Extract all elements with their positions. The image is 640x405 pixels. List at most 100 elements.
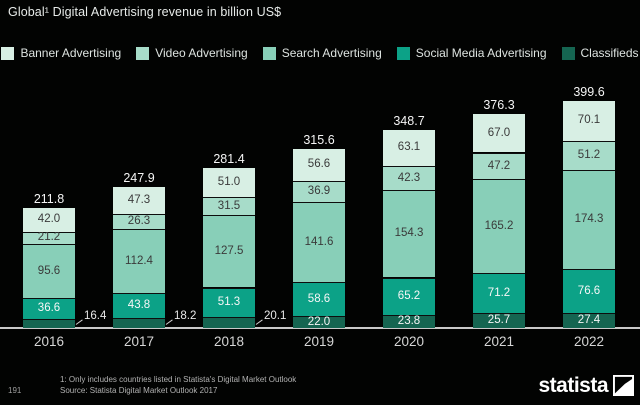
legend-label: Banner Advertising <box>20 46 122 60</box>
segment-value-outside: 16.4 <box>84 310 107 322</box>
bar-segment: 36.6 <box>23 297 75 319</box>
bar-segment: 141.6 <box>293 201 345 283</box>
bar-segment: 67.0 <box>473 114 525 153</box>
chart-title: Global¹ Digital Advertising revenue in b… <box>8 5 282 19</box>
segment-value: 174.3 <box>574 213 604 226</box>
bar-segment: 174.3 <box>563 170 615 269</box>
bar-segment: 22.0 <box>293 315 345 328</box>
segment-value: 63.1 <box>397 141 421 154</box>
x-axis-tick-label: 2022 <box>573 334 605 349</box>
statista-logo-icon <box>613 375 634 396</box>
x-axis-tick-label: 2018 <box>213 334 245 349</box>
bar-total-label: 247.9 <box>123 171 155 186</box>
segment-value: 51.0 <box>217 175 241 188</box>
legend-item-3: Search Advertising <box>262 46 382 60</box>
segment-value: 22.0 <box>307 315 331 328</box>
bar-segment: 47.2 <box>473 152 525 180</box>
bar-segment: 42.0 <box>23 207 75 232</box>
legend-swatch-icon <box>136 46 150 60</box>
legend-swatch-icon <box>1 46 15 60</box>
bar-total-label: 376.3 <box>483 98 515 113</box>
page-number: 191 <box>8 386 22 395</box>
segment-value: 51.3 <box>217 295 241 308</box>
segment-value: 25.7 <box>487 314 511 327</box>
segment-value: 42.0 <box>37 212 61 225</box>
legend-swatch-icon <box>262 46 276 60</box>
legend-swatch-icon <box>396 46 410 60</box>
statista-wordmark: statista <box>538 374 608 397</box>
bar-segment: 165.2 <box>473 179 525 274</box>
bar-segment: 63.1 <box>383 130 435 166</box>
bar-segment <box>113 317 165 328</box>
segment-value: 47.2 <box>487 159 511 172</box>
segment-value-outside: 20.1 <box>264 310 287 322</box>
bar-segment: 31.5 <box>203 197 255 216</box>
x-axis-tick-label: 2021 <box>483 334 515 349</box>
leader-line <box>75 319 83 325</box>
segment-value: 127.5 <box>214 245 244 258</box>
bar-segment: 51.0 <box>203 168 255 198</box>
legend-label: Video Advertising <box>155 46 248 60</box>
footnote-line-1: 1: Only includes countries listed in Sta… <box>60 375 297 384</box>
segment-value: 56.6 <box>307 158 331 171</box>
bar-segment: 36.9 <box>293 181 345 202</box>
segment-value: 95.6 <box>37 264 61 277</box>
segment-value: 47.3 <box>127 193 151 206</box>
legend-item-4: Social Media Advertising <box>396 46 547 60</box>
segment-value: 165.2 <box>484 219 514 232</box>
leader-line <box>255 319 263 325</box>
x-axis-tick-label: 2019 <box>303 334 335 349</box>
bar-segment: 25.7 <box>473 313 525 328</box>
statista-logo: statista <box>538 375 634 396</box>
bar-segment: 26.3 <box>113 214 165 229</box>
segment-value: 70.1 <box>577 114 601 127</box>
segment-value: 43.8 <box>127 298 151 311</box>
bar-segment: 70.1 <box>563 101 615 141</box>
segment-value: 71.2 <box>487 286 511 299</box>
legend-item-5: Classifieds <box>561 46 639 60</box>
x-axis-tick-label: 2020 <box>393 334 425 349</box>
x-axis-tick-label: 2016 <box>33 334 65 349</box>
chart-legend: Banner Advertising Video Advertising Searc… <box>0 46 640 60</box>
segment-value: 36.9 <box>307 185 331 198</box>
leader-line <box>165 319 173 325</box>
segment-value: 26.3 <box>127 215 151 228</box>
segment-value: 76.6 <box>577 284 601 297</box>
segment-value: 65.2 <box>397 289 421 302</box>
bar-segment: 43.8 <box>113 292 165 318</box>
bar-segment: 51.3 <box>203 287 255 317</box>
segment-value: 31.5 <box>217 199 241 212</box>
segment-value: 27.4 <box>577 314 601 326</box>
bar-segment: 58.6 <box>293 282 345 316</box>
bar-segment: 47.3 <box>113 187 165 215</box>
legend-label: Classifieds <box>580 46 639 60</box>
bar-total-label: 348.7 <box>393 114 425 129</box>
legend-label: Social Media Advertising <box>415 46 547 60</box>
segment-value: 58.6 <box>307 292 331 305</box>
segment-value: 154.3 <box>394 227 424 240</box>
bar-segment: 95.6 <box>23 243 75 298</box>
bar-segment: 56.6 <box>293 148 345 181</box>
segment-value: 21.2 <box>37 231 61 244</box>
bar-segment: 76.6 <box>563 269 615 313</box>
bar-segment: 51.2 <box>563 141 615 171</box>
legend-label: Search Advertising <box>281 46 382 60</box>
segment-value: 51.2 <box>577 149 601 162</box>
legend-item-2: Video Advertising <box>136 46 248 60</box>
bar-segment: 71.2 <box>473 273 525 314</box>
bar-segment: 154.3 <box>383 189 435 278</box>
bar-segment: 65.2 <box>383 277 435 315</box>
bar-segment: 42.3 <box>383 165 435 190</box>
bar-segment: 21.2 <box>23 231 75 244</box>
legend-item-1: Banner Advertising <box>1 46 121 60</box>
x-axis-tick-label: 2017 <box>123 334 155 349</box>
segment-value: 23.8 <box>397 315 421 327</box>
bar-segment: 23.8 <box>383 314 435 328</box>
bar-total-label: 315.6 <box>303 132 335 147</box>
segment-value: 67.0 <box>487 126 511 139</box>
bar-segment: 27.4 <box>563 312 615 328</box>
segment-value-outside: 18.2 <box>174 310 197 322</box>
footnotes: 1: Only includes countries listed in Sta… <box>60 375 296 396</box>
